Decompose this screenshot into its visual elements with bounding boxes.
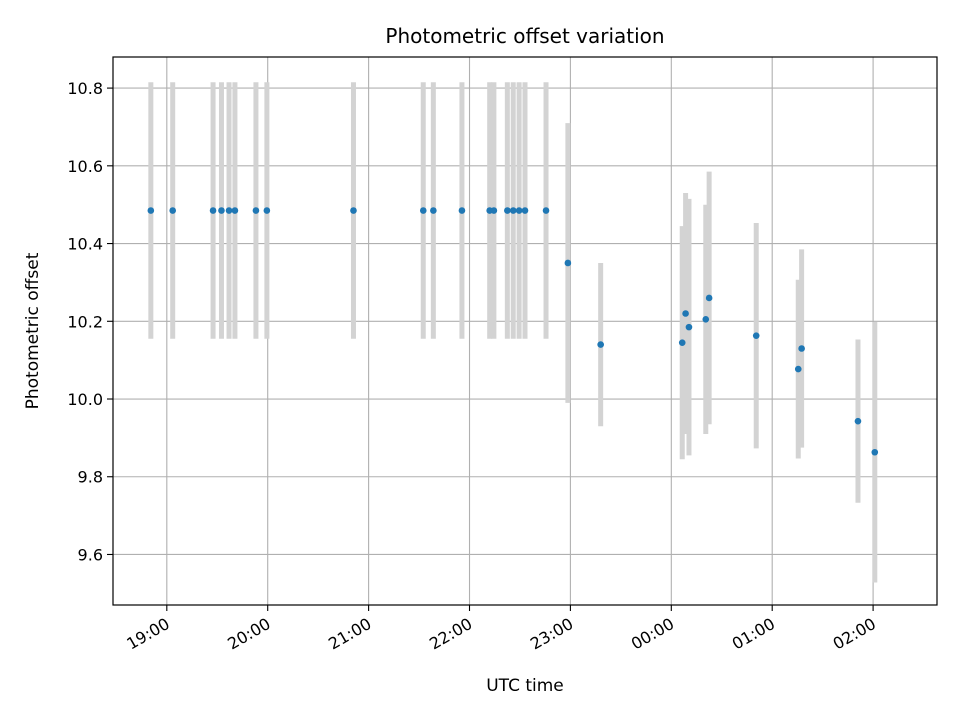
data-point [597,341,604,348]
data-point [430,207,437,214]
x-tick-label: 02:00 [830,614,879,654]
x-tick-label: 20:00 [224,614,273,654]
data-point [854,417,862,425]
data-point [263,207,271,214]
data-point [682,310,689,317]
data-point [209,207,217,214]
x-axis-label: UTC time [486,676,564,696]
data-point [218,207,225,214]
x-tick-label: 19:00 [123,614,172,654]
y-tick-label: 10.2 [67,312,103,331]
data-point [419,207,427,214]
data-point [794,365,802,373]
data-point [458,207,466,214]
data-point [225,207,233,214]
data-point [702,316,710,323]
data-point [685,323,693,331]
y-axis-ticks: 9.6 9.8 10.0 10.2 10.4 10.6 10.8 [67,79,113,564]
y-tick-label: 9.8 [78,468,103,487]
x-tick-label: 00:00 [628,614,677,654]
data-points [147,207,879,456]
x-axis-ticks: 19:00 20:00 21:00 22:00 23:00 00:00 01:00 02:00 [123,605,879,654]
y-tick-label: 9.6 [78,545,103,564]
data-point [515,207,523,214]
data-point [490,207,498,214]
data-point [252,207,260,214]
data-point [752,332,760,339]
data-point [147,207,155,214]
y-tick-label: 10.0 [67,390,103,409]
data-point [705,294,713,302]
data-point [564,259,572,267]
chart-title: Photometric offset variation [385,24,664,48]
data-point [509,207,517,214]
error-bars [148,82,878,583]
x-tick-label: 22:00 [426,614,475,654]
data-point [350,207,357,214]
x-tick-label: 21:00 [325,614,374,654]
data-point [871,448,879,456]
x-tick-label: 23:00 [527,614,576,654]
data-point [231,207,239,214]
plot-frame [112,56,938,606]
data-point [504,207,511,214]
x-tick-label: 01:00 [729,614,778,654]
y-tick-label: 10.8 [67,79,103,98]
y-axis-label: Photometric offset [23,252,43,409]
data-point [169,207,176,214]
data-point [542,207,550,214]
data-point [678,339,686,346]
data-point [798,345,805,352]
y-tick-label: 10.4 [67,235,103,254]
y-tick-label: 10.6 [67,157,103,176]
data-point [521,207,529,214]
